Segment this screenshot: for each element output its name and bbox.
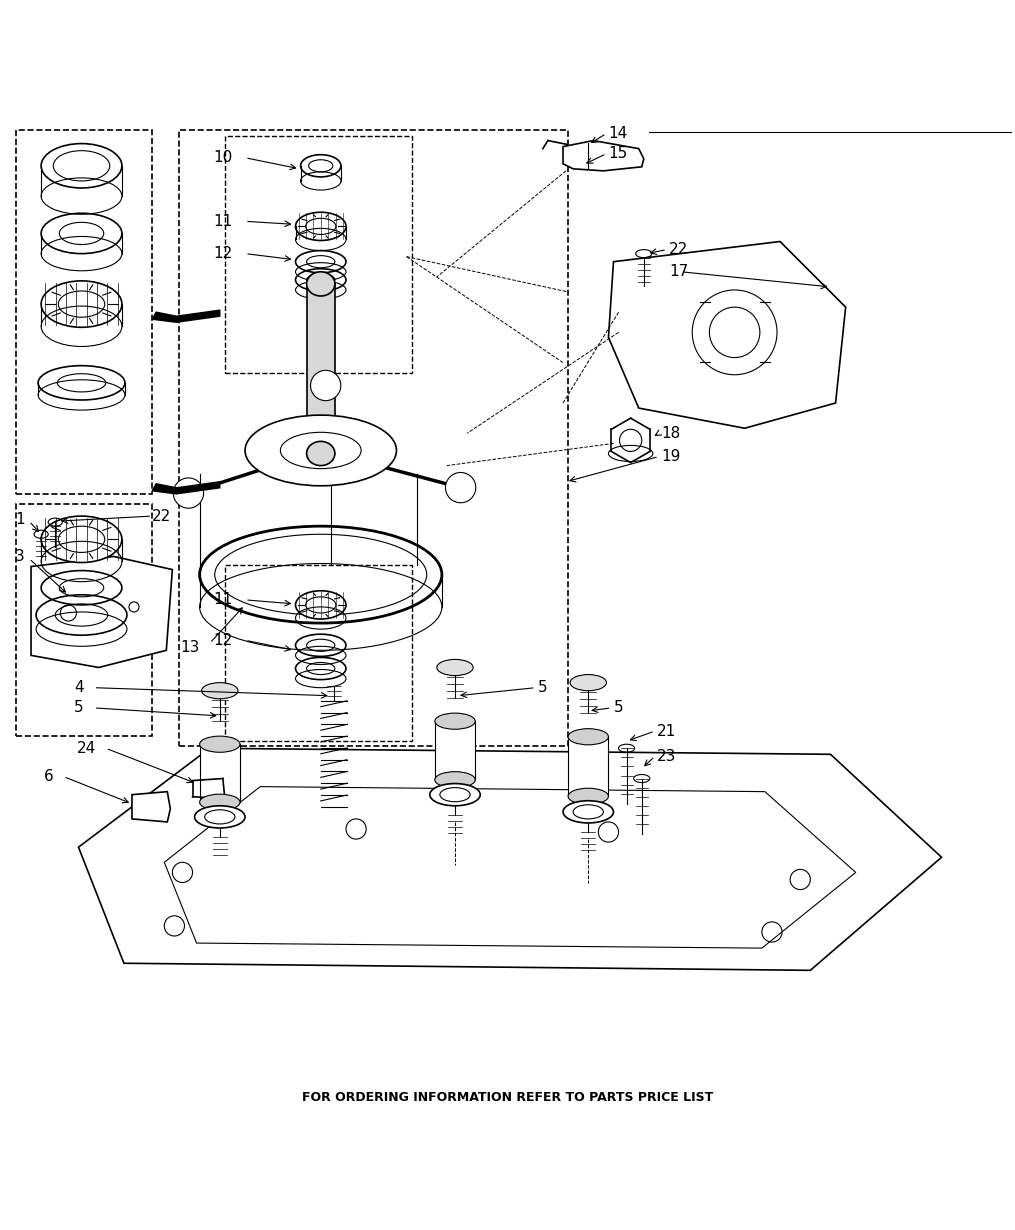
Polygon shape	[152, 310, 220, 322]
Text: 5: 5	[538, 680, 547, 695]
Text: 11: 11	[214, 593, 232, 608]
Text: 22: 22	[152, 508, 172, 524]
Polygon shape	[31, 556, 173, 668]
Text: 18: 18	[661, 426, 680, 440]
Polygon shape	[78, 748, 942, 970]
Ellipse shape	[300, 155, 341, 177]
Text: 4: 4	[74, 680, 83, 695]
Bar	[434, 721, 475, 780]
Bar	[225, 135, 412, 373]
Text: 5: 5	[74, 700, 83, 716]
Bar	[180, 130, 568, 747]
Ellipse shape	[245, 416, 397, 486]
Text: 23: 23	[657, 749, 676, 764]
Text: 19: 19	[661, 449, 680, 464]
Ellipse shape	[568, 788, 608, 804]
Polygon shape	[608, 241, 845, 428]
Bar	[16, 504, 152, 736]
Ellipse shape	[429, 784, 480, 806]
Circle shape	[311, 370, 341, 401]
Text: 24: 24	[76, 740, 95, 755]
Polygon shape	[132, 792, 171, 822]
Text: 12: 12	[214, 246, 232, 261]
Text: 3: 3	[15, 549, 25, 563]
Text: 21: 21	[657, 723, 676, 738]
Bar	[568, 737, 608, 796]
Text: 13: 13	[181, 640, 200, 654]
Text: 1: 1	[15, 512, 25, 526]
Ellipse shape	[570, 674, 606, 691]
Ellipse shape	[563, 801, 613, 823]
Ellipse shape	[42, 280, 122, 327]
Ellipse shape	[434, 713, 475, 729]
Text: 5: 5	[613, 700, 623, 716]
Polygon shape	[563, 140, 644, 171]
Ellipse shape	[295, 213, 346, 241]
Ellipse shape	[200, 795, 240, 811]
Text: 11: 11	[214, 214, 232, 229]
Circle shape	[174, 478, 204, 508]
Bar	[16, 130, 152, 494]
Ellipse shape	[307, 442, 335, 466]
Text: 15: 15	[608, 146, 627, 161]
Text: FOR ORDERING INFORMATION REFER TO PARTS PRICE LIST: FOR ORDERING INFORMATION REFER TO PARTS …	[301, 1091, 714, 1105]
Ellipse shape	[200, 736, 240, 753]
Text: 10: 10	[214, 150, 232, 165]
Text: 6: 6	[44, 769, 53, 784]
Polygon shape	[152, 482, 220, 494]
Text: 14: 14	[608, 125, 627, 141]
Ellipse shape	[436, 659, 473, 675]
Text: 17: 17	[669, 264, 688, 279]
Bar	[200, 744, 240, 802]
Ellipse shape	[295, 590, 346, 619]
Ellipse shape	[568, 728, 608, 745]
Text: 12: 12	[214, 632, 232, 648]
Bar	[307, 284, 335, 454]
Circle shape	[446, 472, 476, 503]
Ellipse shape	[434, 771, 475, 788]
Ellipse shape	[307, 272, 335, 296]
Ellipse shape	[195, 806, 245, 828]
Ellipse shape	[202, 683, 238, 699]
Bar	[225, 565, 412, 742]
Text: 22: 22	[669, 242, 688, 257]
Ellipse shape	[42, 517, 122, 562]
